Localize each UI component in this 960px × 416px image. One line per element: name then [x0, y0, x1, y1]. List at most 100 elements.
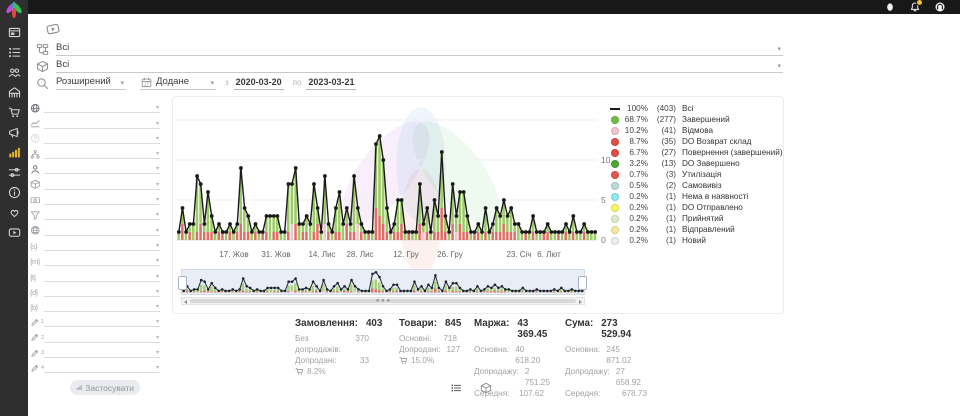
search-mode-select[interactable]: Розширений ▾ — [56, 74, 126, 90]
sidebar-item-statistics[interactable] — [0, 142, 28, 162]
legend-percent: 8.7% — [619, 137, 648, 146]
stat-column-1: Замовлення:403Без допродажів:370Допродан… — [295, 318, 369, 377]
sidebar-nav-rail — [0, 0, 28, 416]
table-view-icon[interactable] — [450, 382, 462, 394]
chevron-down-icon: ▾ — [156, 335, 159, 341]
help-filter-icon — [30, 133, 44, 144]
legend-item[interactable]: 8.7%(35)DO Возврат склад — [611, 136, 779, 147]
filter-select-custom-field-4[interactable]: ▾ — [44, 362, 160, 373]
filter-select-var-d[interactable]: ▾ — [44, 286, 160, 297]
product-select-value: Всі — [56, 59, 69, 72]
legend-dot-swatch — [611, 171, 619, 179]
date-to-input[interactable]: 2023-03-21 — [306, 77, 356, 90]
sidebar-item-warehouse[interactable] — [0, 82, 28, 102]
filter-row-custom-field-2: 2▾ — [30, 327, 160, 342]
variable-var-t-icon: {t} — [30, 273, 44, 282]
navigator-left-handle[interactable] — [178, 276, 187, 290]
upsell-rate-row: 15.0% — [399, 355, 457, 366]
filter-select-product[interactable]: ▾ — [44, 179, 160, 190]
pencil-icon: 4 — [30, 363, 44, 374]
filter-row-help: ▾ — [30, 129, 160, 144]
app-logo[interactable] — [4, 1, 24, 19]
apply-button[interactable]: Застосувати — [70, 380, 140, 395]
support-headset-icon[interactable] — [934, 1, 946, 13]
legend-item[interactable]: 3.2%(13)DO Завершено — [611, 158, 779, 169]
chart-navigator[interactable] — [181, 269, 585, 295]
filter-row-country: ▾ — [30, 98, 160, 113]
date-field-select[interactable]: 17 Додане ▾ — [140, 74, 216, 90]
legend-item[interactable]: 68.7%(277)Завершений — [611, 114, 779, 125]
filter-select-custom-field-2[interactable]: ▾ — [44, 332, 160, 343]
legend-dot-swatch — [611, 204, 619, 212]
stat-title-row: Товари:845 — [399, 318, 457, 329]
filter-select-var-b[interactable]: ▾ — [44, 301, 160, 312]
sidebar-item-orders-list[interactable] — [0, 42, 28, 62]
navigator-right-handle[interactable] — [578, 276, 587, 290]
sidebar-item-dashboard[interactable] — [0, 22, 28, 42]
x-axis-tick: 26. Гру — [437, 250, 463, 259]
sidebar-item-shopping-cart[interactable] — [0, 102, 28, 122]
sidebar-item-clients[interactable] — [0, 62, 28, 82]
warehouse-icon — [8, 86, 21, 99]
filter-select-website[interactable]: ▾ — [44, 225, 160, 236]
legend-dot-swatch — [611, 138, 619, 146]
orders-chart[interactable] — [177, 99, 597, 249]
legend-item[interactable]: 0.2%(1)Нема в наявності — [611, 191, 779, 202]
legend-item[interactable]: 0.2%(1)Прийнятий — [611, 213, 779, 224]
filter-select-manager[interactable]: ▾ — [44, 163, 160, 174]
filter-select-help: ▾ — [44, 133, 160, 144]
user-avatar-icon[interactable] — [884, 1, 896, 13]
stat-title-row: Сума:273 529.94 — [565, 318, 647, 340]
chevron-down-icon: ▾ — [210, 80, 214, 87]
package-view-icon[interactable] — [480, 382, 492, 394]
sidebar-item-video-tutorials[interactable] — [0, 222, 28, 242]
legend-dot-swatch — [611, 215, 619, 223]
legend-item[interactable]: 100%(403)Всі — [611, 103, 779, 114]
chart-scrollbar[interactable]: ● ● ● — [181, 297, 585, 305]
bars-mini-icon — [76, 384, 82, 391]
sidebar-item-settings-sliders[interactable] — [0, 162, 28, 182]
sidebar-item-info[interactable] — [0, 182, 28, 202]
date-from-input[interactable]: 2020-03-20 — [234, 77, 284, 90]
legend-item[interactable]: 0.2%(1)DO Отправлено — [611, 202, 779, 213]
brand-logo-icon — [4, 1, 24, 21]
legend-label: Утилізація — [682, 170, 721, 179]
filter-select-var-m[interactable]: ▾ — [44, 255, 160, 266]
filter-select-funnel[interactable]: ▾ — [44, 209, 160, 220]
sidebar-item-partners[interactable] — [0, 202, 28, 222]
levels-filter-icon — [30, 118, 44, 129]
filter-select-payment[interactable]: ▾ — [44, 194, 160, 205]
legend-item[interactable]: 0.2%(1)Новий — [611, 235, 779, 246]
filter-select-custom-field-1[interactable]: ▾ — [44, 316, 160, 327]
x-axis-tick: 12. Гру — [393, 250, 419, 259]
cart-mini-icon — [399, 356, 408, 365]
scroll-right-arrow-icon[interactable] — [579, 300, 582, 304]
legend-item[interactable]: 0.7%(3)Утилізація — [611, 169, 779, 180]
stat-title: Товари: — [399, 318, 437, 329]
video-tag-button[interactable] — [43, 20, 64, 37]
scroll-left-arrow-icon[interactable] — [184, 300, 187, 304]
stat-total-value: 403 — [366, 318, 382, 329]
filter-select-status-level[interactable]: ▾ — [44, 118, 160, 129]
filter-select-custom-field-3[interactable]: ▾ — [44, 347, 160, 358]
filter-select-var-t[interactable]: ▾ — [44, 271, 160, 282]
stat-sub-row: Допродані:127 — [399, 344, 457, 355]
stat-sub-value: 127 — [447, 344, 461, 355]
legend-item[interactable]: 0.5%(2)Самовивіз — [611, 180, 779, 191]
notifications-bell-icon[interactable] — [909, 1, 921, 13]
legend-item[interactable]: 6.7%(27)Повернення (завершений) — [611, 147, 779, 158]
filter-select-var-s[interactable]: ▾ — [44, 240, 160, 251]
legend-item[interactable]: 0.2%(1)Відправлений — [611, 224, 779, 235]
stat-sub-label: Без допродажів: — [295, 333, 349, 355]
legend-percent: 0.2% — [619, 203, 648, 212]
product-select[interactable]: Всі ▾ — [56, 57, 783, 73]
scrollbar-thumb[interactable]: ● ● ● — [190, 299, 576, 303]
category-select[interactable]: Всі ▾ — [56, 40, 783, 56]
legend-label: Відмова — [682, 126, 713, 135]
legend-item[interactable]: 10.2%(41)Відмова — [611, 125, 779, 136]
sidebar-item-marketing[interactable] — [0, 122, 28, 142]
legend-label: Завершений — [682, 115, 730, 124]
filter-select-department[interactable]: ▾ — [44, 148, 160, 159]
stat-sub-row: Основні:718 — [399, 333, 457, 344]
filter-select-country[interactable]: ▾ — [44, 102, 160, 113]
